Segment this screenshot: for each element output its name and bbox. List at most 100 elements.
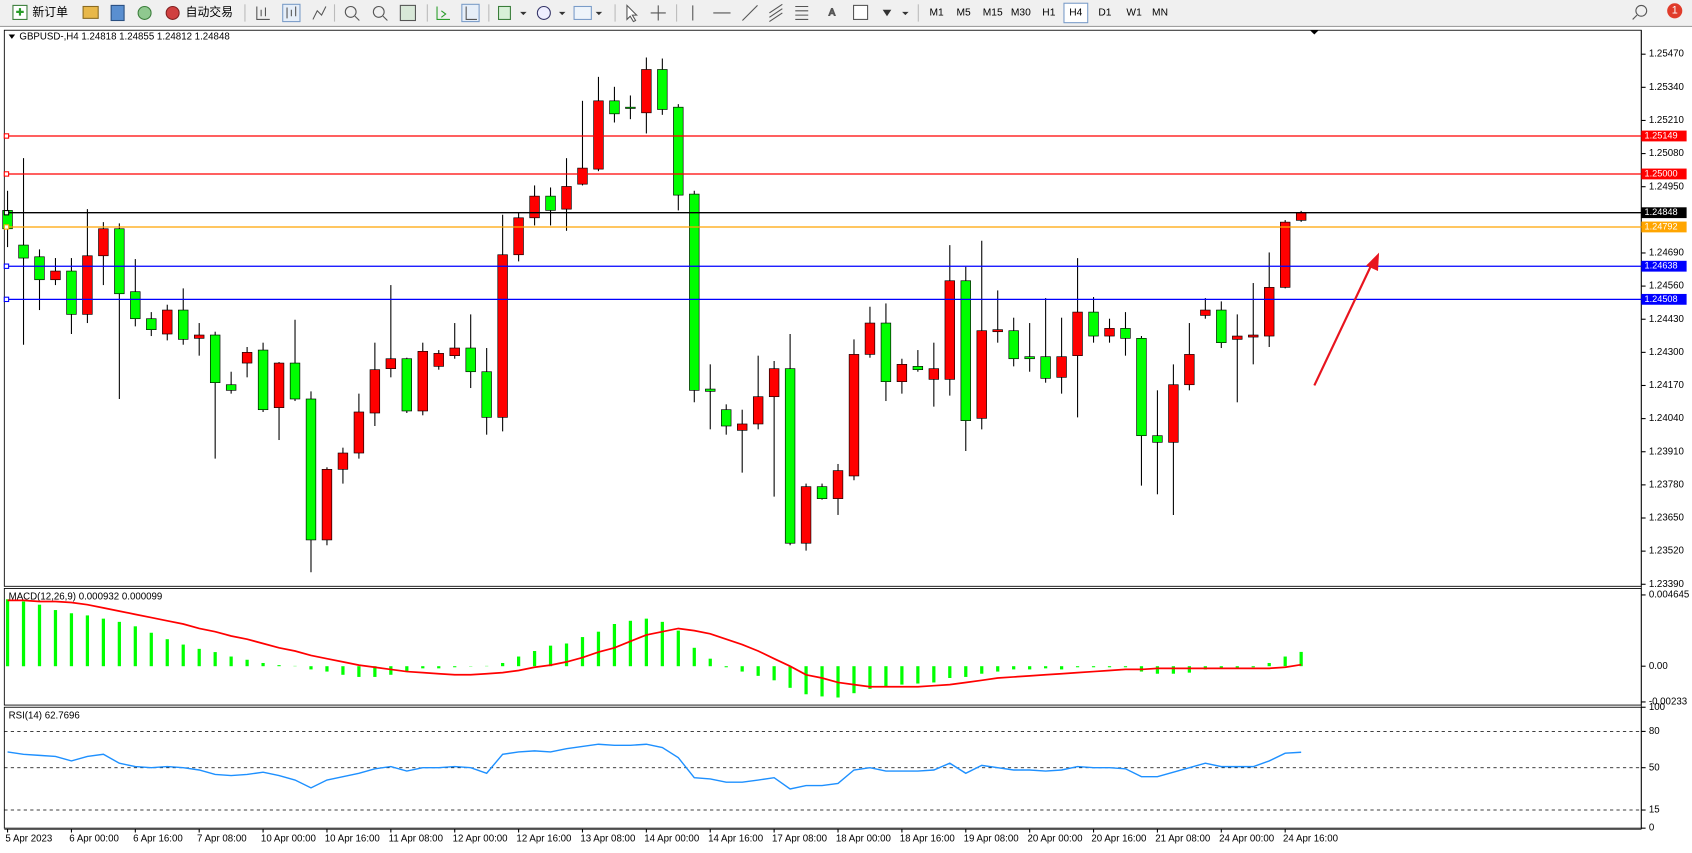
macd-signal <box>7 599 1302 688</box>
y-tick-label: 0.00 <box>1649 661 1668 672</box>
x-tick-label: 18 Apr 00:00 <box>836 834 892 845</box>
y-tick-label: 1.24950 <box>1649 181 1685 192</box>
notification-badge[interactable]: 1 <box>1667 3 1683 19</box>
y-tick-label: 1.24170 <box>1649 380 1685 391</box>
icon: A <box>829 8 836 19</box>
candle-body <box>385 358 397 369</box>
candle-body <box>289 362 301 400</box>
icon[interactable] <box>137 5 152 20</box>
candle-body <box>1088 311 1099 337</box>
candle-body <box>689 193 700 391</box>
x-tick-label: 10 Apr 16:00 <box>325 834 381 845</box>
candle-body <box>273 362 285 408</box>
candle-body <box>353 411 365 454</box>
y-tick-label: 50 <box>1649 762 1660 773</box>
candle-body <box>1008 330 1019 360</box>
candle-body <box>1232 335 1243 340</box>
timeframe-button[interactable]: M15 <box>983 8 1003 19</box>
candle-body <box>1024 356 1035 360</box>
level-label: 1.24508 <box>1645 294 1678 304</box>
candle-body <box>1056 356 1067 378</box>
icon <box>165 5 180 20</box>
candle-body <box>305 398 317 541</box>
level-label: 1.25000 <box>1645 168 1678 178</box>
new-order-button[interactable]: 新订单 <box>12 4 68 20</box>
timeframe-active-bg <box>1063 2 1089 24</box>
candle-body <box>1040 356 1051 379</box>
timeframe-button[interactable]: H4 <box>1069 8 1082 19</box>
candle-body <box>1136 338 1147 437</box>
y-tick-label: 1.23520 <box>1649 546 1685 557</box>
x-tick-label: 24 Apr 00:00 <box>1219 834 1275 845</box>
candle-body <box>241 352 253 364</box>
candle-body <box>752 396 764 425</box>
candle-body <box>369 369 381 414</box>
annotation-arrow <box>1313 261 1374 386</box>
candle-body <box>673 106 684 196</box>
timeframe-button[interactable]: D1 <box>1098 8 1111 19</box>
timeframe-button[interactable]: M1 <box>930 8 945 19</box>
x-tick-label: 21 Apr 08:00 <box>1155 834 1211 845</box>
candle-body <box>721 409 732 427</box>
level-label: 1.24792 <box>1645 221 1678 231</box>
chart-shift-marker <box>1310 30 1319 35</box>
level-label: 1.24638 <box>1645 261 1678 271</box>
y-tick-label: 0 <box>1649 823 1655 834</box>
y-tick-label: 100 <box>1649 702 1666 713</box>
candle-body <box>864 322 876 355</box>
candle-body <box>832 470 844 499</box>
timeframe-button[interactable]: W1 <box>1126 8 1142 19</box>
x-tick-label: 20 Apr 16:00 <box>1091 834 1147 845</box>
auto-trading-button[interactable]: 自动交易 <box>165 5 233 20</box>
level-marker <box>3 210 10 216</box>
candle-body <box>401 358 412 412</box>
candle-body <box>433 353 444 367</box>
y-tick-label: 1.23780 <box>1649 479 1685 490</box>
rsi-title: RSI(14) 62.7696 <box>9 710 80 721</box>
candle-body <box>593 100 604 170</box>
level-marker <box>3 263 10 269</box>
candle-body <box>784 368 796 544</box>
y-tick-label: 1.24300 <box>1649 347 1685 358</box>
timeframe-button[interactable]: MN <box>1152 8 1168 19</box>
x-tick-label: 18 Apr 16:00 <box>900 834 956 845</box>
plot-layer: 1.25470 1.25340 1.25210 1.25080 1.24950 1.246… <box>2 49 1689 845</box>
y-tick-label: 15 <box>1649 805 1660 816</box>
timeframe-button[interactable]: M30 <box>1011 8 1031 19</box>
candle-body <box>737 423 748 431</box>
candle-body <box>1248 334 1259 338</box>
candle-body <box>130 291 141 320</box>
level-label: 1.24848 <box>1645 207 1678 217</box>
x-tick-label: 12 Apr 00:00 <box>453 834 509 845</box>
x-tick-label: 6 Apr 16:00 <box>133 834 183 845</box>
candle-body <box>944 280 955 380</box>
candle-body <box>625 106 636 109</box>
candle-body <box>146 318 157 330</box>
candle-body <box>481 371 492 418</box>
candle-body <box>800 486 812 544</box>
icon[interactable] <box>82 5 99 19</box>
candle-body <box>337 452 349 470</box>
x-tick-label: 10 Apr 00:00 <box>261 834 317 845</box>
timeframe-button[interactable]: H1 <box>1042 8 1055 19</box>
candle-body <box>1072 311 1083 356</box>
timeframe-bar: M1 M5 M15 M30 H1 H4 D1 W1 MN <box>930 2 1168 24</box>
timeframe-button[interactable]: M5 <box>956 8 971 19</box>
candle-body <box>1264 287 1275 337</box>
candle-body <box>1200 309 1211 316</box>
x-tick-label: 19 Apr 08:00 <box>964 834 1020 845</box>
chart-title: GBPUSD-,H4 1.24818 1.24855 1.24812 1.248… <box>19 31 229 42</box>
icon[interactable] <box>110 4 125 22</box>
candle-body <box>82 255 93 315</box>
candle-body <box>1152 435 1163 443</box>
y-tick-label: 1.25340 <box>1649 82 1685 93</box>
candle-body <box>992 329 1003 333</box>
x-tick-label: 6 Apr 00:00 <box>69 834 119 845</box>
candle-body <box>1184 354 1195 386</box>
candle-body <box>417 351 428 412</box>
level-marker <box>3 296 10 303</box>
candle-body <box>912 366 924 371</box>
candle-body <box>178 309 189 340</box>
